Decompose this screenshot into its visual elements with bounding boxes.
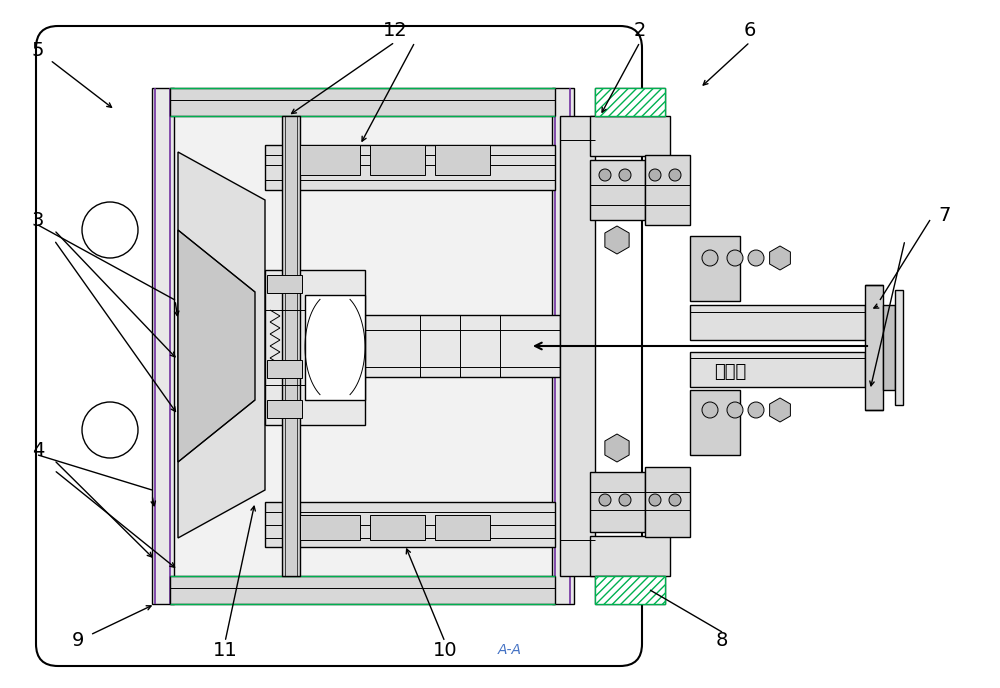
Text: 8: 8 xyxy=(716,630,728,649)
Circle shape xyxy=(82,402,138,458)
Circle shape xyxy=(702,250,718,266)
Text: 5: 5 xyxy=(32,41,44,59)
Bar xyxy=(370,145,425,175)
Bar xyxy=(595,88,665,116)
Bar xyxy=(435,515,490,540)
Text: 4: 4 xyxy=(32,440,44,460)
Text: 12: 12 xyxy=(383,21,407,39)
Bar xyxy=(865,285,883,410)
Bar xyxy=(267,360,302,378)
Circle shape xyxy=(599,169,611,181)
Bar xyxy=(282,116,300,576)
Polygon shape xyxy=(770,246,790,270)
Bar xyxy=(690,352,865,387)
Bar xyxy=(595,88,665,116)
Bar xyxy=(152,88,174,604)
Bar xyxy=(595,576,665,604)
Text: A-A: A-A xyxy=(498,643,522,657)
Bar xyxy=(590,116,670,156)
Bar xyxy=(883,305,895,390)
Bar xyxy=(305,295,365,400)
Circle shape xyxy=(727,250,743,266)
Circle shape xyxy=(669,494,681,506)
Bar xyxy=(370,515,425,540)
Bar xyxy=(365,315,560,377)
Circle shape xyxy=(649,169,661,181)
Bar xyxy=(265,145,555,190)
Bar xyxy=(265,502,555,547)
Bar xyxy=(590,536,670,576)
Bar xyxy=(435,145,490,175)
FancyBboxPatch shape xyxy=(36,26,642,666)
Circle shape xyxy=(619,494,631,506)
Bar xyxy=(595,576,665,604)
Bar xyxy=(300,145,360,175)
Bar xyxy=(690,236,740,301)
Bar xyxy=(690,390,740,455)
Polygon shape xyxy=(605,434,629,462)
Polygon shape xyxy=(178,230,255,462)
Bar xyxy=(267,400,302,418)
Circle shape xyxy=(727,402,743,418)
Text: 6: 6 xyxy=(744,21,756,39)
Text: 2: 2 xyxy=(634,21,646,39)
Bar xyxy=(645,467,690,537)
Bar xyxy=(590,160,645,220)
Circle shape xyxy=(748,402,764,418)
Bar xyxy=(170,100,555,592)
Bar xyxy=(300,515,360,540)
Circle shape xyxy=(702,402,718,418)
Bar xyxy=(560,116,595,576)
Circle shape xyxy=(82,202,138,258)
Polygon shape xyxy=(770,398,790,422)
Text: 7: 7 xyxy=(939,206,951,224)
Bar xyxy=(895,290,903,405)
Bar xyxy=(265,270,365,425)
Circle shape xyxy=(748,250,764,266)
Text: 11: 11 xyxy=(213,641,237,660)
Circle shape xyxy=(649,494,661,506)
Bar xyxy=(170,576,555,604)
Bar xyxy=(690,305,865,340)
Circle shape xyxy=(619,169,631,181)
Circle shape xyxy=(599,494,611,506)
Bar xyxy=(267,275,302,293)
Polygon shape xyxy=(178,152,265,538)
Text: 中子束: 中子束 xyxy=(714,363,746,381)
Circle shape xyxy=(669,169,681,181)
Bar xyxy=(645,155,690,225)
Text: 9: 9 xyxy=(72,630,84,649)
Bar xyxy=(552,88,574,604)
Bar xyxy=(170,88,555,116)
Text: 10: 10 xyxy=(433,641,457,660)
Polygon shape xyxy=(605,226,629,254)
Text: 3: 3 xyxy=(32,211,44,230)
Bar xyxy=(590,472,645,532)
